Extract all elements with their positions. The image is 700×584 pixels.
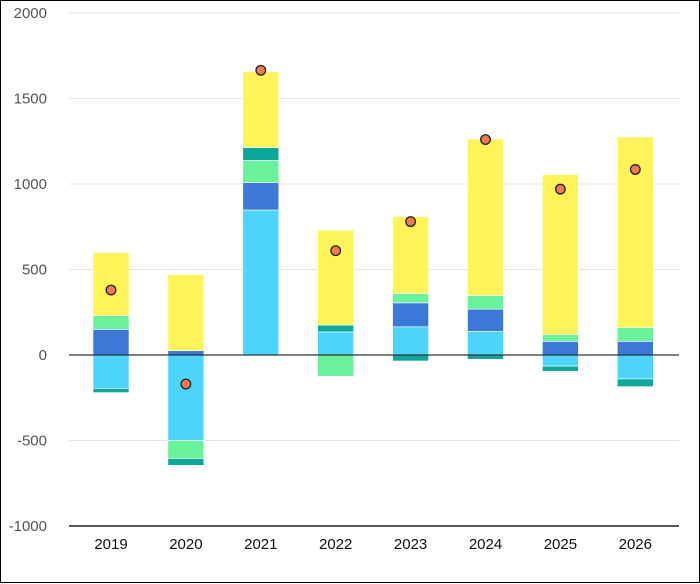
bar-segment	[317, 324, 355, 333]
axes	[69, 354, 679, 527]
bar-segment	[242, 71, 280, 148]
bar-segment	[542, 341, 579, 356]
bar-segment	[242, 209, 280, 356]
bar-segment	[92, 315, 130, 330]
bar-segment	[92, 388, 130, 393]
x-tick-label: 2020	[169, 536, 202, 553]
bar-segment	[542, 354, 579, 367]
bar-segment	[317, 354, 355, 377]
marker-point	[180, 378, 192, 390]
bar-segment	[92, 329, 130, 356]
bar-segment	[467, 354, 504, 360]
bar-segment	[242, 182, 280, 211]
marker-point	[105, 284, 117, 296]
bar-segment	[616, 378, 654, 387]
marker-point	[629, 164, 641, 175]
bars	[92, 71, 654, 466]
bar-segment	[167, 354, 205, 441]
bar-segment	[317, 331, 355, 356]
bar-segment	[542, 334, 579, 342]
bar-segment	[167, 274, 205, 352]
x-tick-label: 2026	[619, 536, 652, 553]
bar-segment	[467, 295, 504, 310]
bar-segment	[542, 174, 579, 335]
bar-segment	[542, 365, 579, 372]
x-tick-label: 2024	[469, 536, 502, 553]
bar-segment	[392, 326, 429, 356]
y-tick-label: 1500	[14, 91, 47, 108]
bar-segment	[467, 331, 504, 356]
bar-segment	[616, 341, 654, 356]
x-tick-label: 2022	[319, 536, 352, 553]
markers	[105, 64, 641, 390]
bar-segment	[242, 147, 280, 161]
marker-point	[255, 64, 267, 76]
bar-segment	[167, 440, 205, 459]
y-tick-label: 0	[39, 347, 47, 364]
bar-segment	[616, 327, 654, 342]
bar-segment	[92, 354, 130, 389]
bar-segment	[616, 354, 654, 380]
bar-segment	[92, 252, 130, 316]
marker-point	[554, 183, 566, 195]
marker-point	[480, 134, 491, 145]
tick-labels: -1000 -500 0 500 1000 1500 2000 2019 2020 2021 202…	[9, 5, 652, 553]
bar-segment	[317, 229, 355, 326]
bar-segment	[392, 302, 429, 328]
marker-point	[405, 216, 417, 228]
bar-segment	[392, 354, 429, 362]
bar-segment	[242, 160, 280, 183]
y-tick-label: -500	[17, 433, 47, 450]
bar-segment	[392, 293, 429, 304]
x-tick-label: 2021	[244, 536, 277, 553]
y-tick-label: 500	[22, 262, 47, 279]
x-tick-label: 2025	[544, 536, 577, 553]
y-tick-label: -1000	[9, 518, 47, 535]
x-tick-label: 2023	[394, 536, 427, 553]
grid-lines	[69, 12, 679, 441]
bar-segment	[467, 138, 504, 296]
y-tick-label: 1000	[14, 176, 47, 193]
bar-segment	[167, 458, 205, 466]
bar-segment	[167, 350, 205, 356]
x-tick-label: 2019	[94, 536, 127, 553]
bar-segment	[392, 216, 429, 294]
y-tick-label: 2000	[14, 5, 47, 22]
marker-point	[330, 245, 342, 257]
bar-segment	[467, 308, 504, 332]
